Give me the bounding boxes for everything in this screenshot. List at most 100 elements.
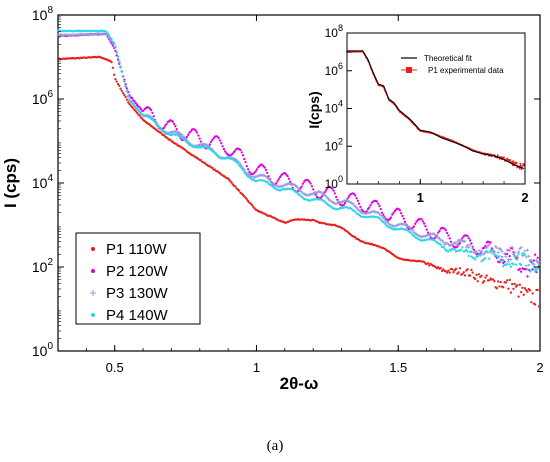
data-point: [132, 107, 135, 110]
data-point: [526, 248, 530, 252]
data-point: [169, 138, 172, 141]
data-point: [509, 291, 513, 294]
data-point: [195, 131, 199, 134]
data-point: [445, 271, 449, 274]
data-point: [513, 255, 516, 258]
figure-caption: (a): [267, 438, 284, 454]
data-point: [112, 42, 116, 45]
data-point: [174, 125, 177, 128]
data-point: [246, 168, 250, 171]
data-point: [221, 145, 224, 148]
data-point: [118, 62, 121, 65]
data-point: [440, 238, 444, 242]
data-point: [331, 187, 334, 190]
data-point: [246, 199, 250, 203]
main-y-axis-title: I (cps): [1, 158, 20, 208]
data-point: [516, 256, 519, 259]
data-point: [432, 232, 436, 236]
data-point: [130, 96, 134, 100]
data-point: [301, 182, 305, 185]
data-point: [500, 249, 504, 253]
data-point: [119, 87, 122, 90]
y-tick-label: 108: [32, 5, 54, 23]
data-point: [449, 240, 453, 243]
main-series-layer: [56, 29, 541, 308]
data-point: [482, 279, 486, 283]
data-point: [375, 200, 379, 203]
inset-y-axis-title: I(cps): [306, 91, 322, 128]
data-point: [115, 80, 118, 83]
data-point: [357, 202, 361, 205]
data-point: [211, 166, 214, 170]
data-point: [134, 101, 137, 105]
data-point: [138, 106, 141, 109]
data-point: [507, 287, 510, 290]
data-point: [513, 282, 516, 286]
data-point: [283, 172, 287, 175]
data-point: [532, 259, 536, 262]
x-tick-label: 1.5: [389, 360, 407, 375]
data-point: [523, 253, 527, 256]
data-point: [287, 177, 291, 180]
data-point: [423, 222, 426, 225]
data-point: [499, 280, 502, 284]
data-point: [351, 202, 355, 206]
data-point: [474, 250, 478, 254]
data-point: [531, 292, 534, 295]
data-point: [499, 259, 502, 263]
legend-label: P1 110W: [106, 241, 167, 258]
data-point: [508, 278, 511, 282]
data-point: [343, 201, 347, 205]
data-point: [110, 61, 113, 64]
data-point: [466, 243, 470, 247]
data-point: [466, 250, 469, 253]
data-point: [116, 58, 120, 61]
inset-x-tick-label: 2: [521, 190, 528, 205]
data-point: [456, 245, 459, 248]
data-point: [186, 133, 190, 137]
data-point: [107, 34, 111, 37]
legend-marker: [90, 290, 96, 296]
data-point: [447, 234, 450, 237]
data-point: [310, 185, 314, 188]
data-point: [240, 151, 243, 154]
legend-marker: [91, 247, 95, 251]
data-point: [244, 196, 247, 199]
data-point: [162, 134, 166, 137]
data-point: [412, 234, 416, 237]
data-point: [255, 168, 259, 171]
data-point: [536, 288, 539, 292]
data-point: [392, 211, 395, 214]
data-point: [354, 194, 357, 197]
data-point: [142, 109, 145, 112]
data-point: [239, 148, 242, 152]
data-point: [380, 211, 384, 214]
data-point: [524, 255, 528, 259]
data-point: [504, 281, 507, 284]
data-point: [505, 252, 509, 256]
data-point: [243, 157, 246, 161]
data-point: [323, 191, 326, 194]
data-point: [230, 181, 233, 184]
data-point: [414, 222, 417, 225]
data-point: [421, 220, 425, 223]
data-point: [408, 226, 412, 230]
data-point: [157, 125, 160, 129]
data-point: [234, 185, 237, 188]
data-point: [118, 84, 121, 87]
data-point: [453, 248, 456, 251]
data-point: [241, 168, 245, 172]
legend-marker: [91, 269, 95, 273]
data-point: [333, 192, 337, 195]
main-plot: 0.5 1 1.5 2 100 102 104 106 108 2θ-ω I (cps): [1, 5, 544, 393]
data-point: [120, 89, 123, 92]
data-point: [493, 251, 496, 254]
data-point: [116, 55, 120, 58]
data-point: [165, 122, 168, 126]
data-point: [123, 78, 126, 81]
data-point: [465, 248, 468, 252]
main-x-axis-title: 2θ-ω: [280, 374, 319, 393]
data-point: [442, 245, 445, 249]
data-point: [505, 279, 509, 282]
